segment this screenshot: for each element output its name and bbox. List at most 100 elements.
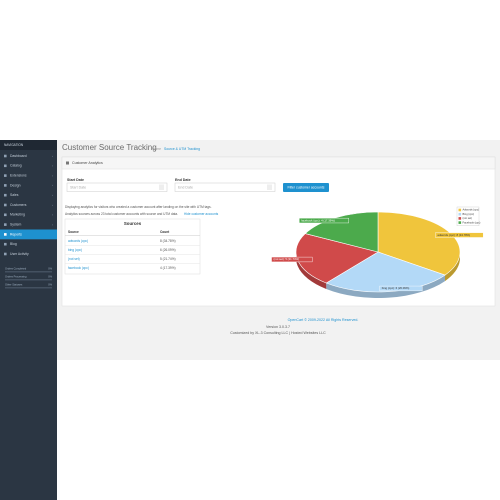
source-cell[interactable]: (not set) — [68, 257, 80, 261]
legend-swatch — [458, 208, 462, 212]
breadcrumb[interactable]: Source & UTM Tracking — [164, 147, 200, 151]
intro: Displaying analytics for visitors who cr… — [65, 205, 212, 209]
pie-slice-side — [326, 275, 445, 298]
menu-icon — [4, 203, 7, 207]
chevron: › — [52, 203, 53, 207]
menu-item[interactable]: Extensions — [10, 173, 27, 177]
breadcrumb[interactable]: Home — [152, 147, 161, 151]
source-cell[interactable]: bing (cpc) — [68, 248, 82, 252]
footer-line: Version 3.0.3.7 — [266, 325, 290, 329]
menu-item[interactable]: Design — [10, 183, 21, 187]
end-date-input[interactable] — [174, 182, 276, 192]
slice-label: bing (cpc): 6 (26.09%) — [382, 286, 410, 290]
chevron: › — [52, 213, 53, 217]
slice-label-box — [299, 217, 349, 224]
placeholder: End Date — [178, 185, 193, 189]
sidebar — [0, 140, 57, 500]
menu-icon — [4, 233, 7, 236]
source-cell[interactable]: adwords (cpc) — [68, 239, 88, 243]
legend-label: Bing (cpc) — [463, 212, 475, 216]
stat-bar — [5, 287, 52, 289]
legend-label: Facebook (cpc) — [463, 220, 481, 224]
legend-label: Adwords (cpc) — [463, 208, 480, 212]
legend-label: (not set) — [463, 216, 473, 220]
menu-icon — [4, 223, 7, 226]
menu-icon — [4, 252, 7, 256]
label: Start Date — [67, 178, 84, 182]
calendar-button[interactable] — [159, 184, 164, 191]
panel-heading — [61, 156, 496, 170]
pie-slice-side — [295, 233, 327, 290]
slice-label-box — [271, 256, 313, 263]
chevron: › — [52, 154, 53, 158]
menu-item[interactable]: Dashboard — [10, 154, 27, 158]
start-date-input[interactable] — [66, 182, 168, 192]
pie-slice[interactable] — [304, 211, 379, 253]
menu-item[interactable]: Blog — [10, 242, 17, 246]
menu-icon — [4, 184, 7, 187]
chevron: › — [52, 222, 53, 226]
page-title: Customer Source Tracking — [62, 143, 157, 152]
table-title: Sources — [124, 221, 142, 226]
footer-line: Customized by XL-3 Consulting LLC | Host… — [230, 331, 326, 335]
stat-value: 0% — [48, 275, 52, 279]
slice-label: facebook (cpc): 4 (17.39%) — [301, 218, 335, 222]
panel-title: Customer Analytics — [72, 161, 103, 165]
count-cell: 8 (34.78%) — [160, 239, 176, 243]
stat-value: 0% — [48, 283, 52, 287]
filter-button[interactable] — [283, 183, 329, 192]
menu-icon — [4, 193, 7, 197]
source-cell[interactable]: facebook (cpc) — [68, 266, 89, 270]
slice-label: (not set): 5 (21.74%) — [274, 257, 300, 261]
stat-bar — [5, 279, 52, 281]
stat-label: Other Statuses — [5, 283, 23, 287]
menu-item[interactable]: Reports — [10, 232, 22, 236]
slice-label: adwords (cpc): 8 (34.78%) — [437, 233, 470, 237]
menu-item[interactable]: Customers — [10, 203, 27, 207]
chevron: › — [52, 164, 53, 168]
menu-item[interactable]: User Activity — [10, 252, 29, 256]
button-label: Filter customer accounts — [288, 185, 325, 189]
chevron: › — [52, 173, 53, 177]
legend-swatch — [458, 217, 462, 220]
legend-swatch — [458, 212, 462, 216]
calendar-button[interactable] — [267, 184, 272, 191]
stat-label: Orders Completed — [5, 267, 27, 271]
count-cell: 6 (26.09%) — [160, 248, 176, 252]
menu-item[interactable]: Marketing — [10, 213, 25, 217]
summary-link[interactable]: Hide customer accounts — [184, 212, 219, 216]
chevron: › — [52, 183, 53, 187]
count-cell: 5 (21.74%) — [160, 257, 176, 261]
menu-item[interactable]: Sales — [10, 193, 19, 197]
legend — [456, 206, 480, 226]
stat-bar — [5, 271, 52, 273]
menu-item[interactable]: Catalog — [10, 164, 22, 168]
sidebar-header — [0, 140, 57, 150]
placeholder: Start Date — [70, 185, 86, 189]
pie-slice[interactable] — [325, 251, 446, 293]
menu-icon — [4, 213, 7, 217]
menu-icon — [4, 242, 7, 246]
stat-value: 0% — [48, 267, 52, 271]
count-cell: 4 (17.39%) — [160, 266, 176, 270]
summary: Analytics sources across 23 total custom… — [65, 212, 178, 216]
chevron: › — [52, 193, 53, 197]
menu-icon — [4, 154, 7, 158]
legend-swatch — [458, 221, 462, 224]
slice-label-box — [435, 232, 484, 238]
slice-label-box — [379, 285, 423, 292]
stat-label: Orders Processing — [5, 275, 27, 279]
menu-item[interactable]: System — [10, 222, 21, 226]
footer-line: OpenCart © 2009-2022 All Rights Reserved… — [288, 318, 359, 322]
column-header: Count — [160, 230, 170, 234]
table — [64, 218, 201, 275]
column-header: Source — [68, 230, 79, 234]
menu-active — [0, 229, 57, 240]
nav-heading: NAVIGATION — [4, 143, 24, 147]
menu-icon — [4, 174, 7, 177]
menu-icon — [4, 164, 7, 168]
label: End Date — [175, 178, 191, 182]
panel-icon — [66, 161, 69, 165]
